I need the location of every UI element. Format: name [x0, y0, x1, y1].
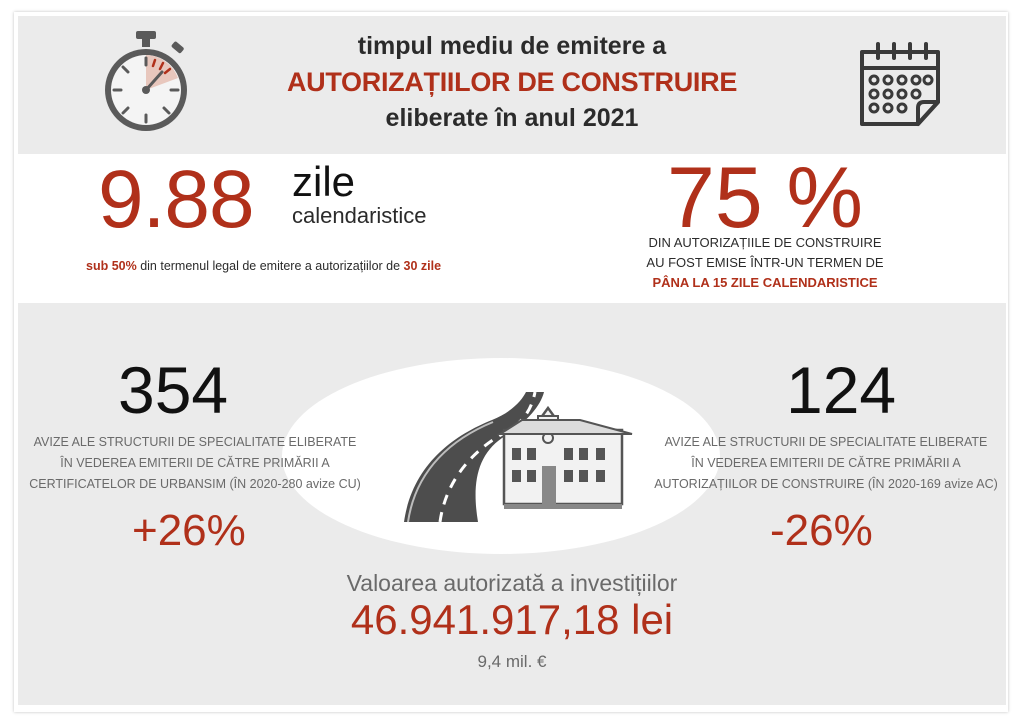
- share-15-days-line-1: DIN AUTORIZAȚIILE DE CONSTRUIRE: [648, 235, 882, 250]
- center-ellipse: [282, 358, 720, 554]
- avize-ac-line-2: ÎN VEDEREA EMITERII DE CĂTRE PRIMĂRII A: [691, 456, 961, 470]
- header-line-1: timpul mediu de emitere a: [357, 32, 667, 60]
- avize-cu-line-1: AVIZE ALE STRUCTURII DE SPECIALITATE ELI…: [33, 435, 357, 449]
- avize-ac-change: -26%: [770, 506, 873, 555]
- average-days-value: 9.88: [98, 154, 255, 245]
- avize-cu-change: +26%: [132, 506, 246, 555]
- note-text: din termenul legal de emitere a autoriza…: [136, 259, 404, 273]
- share-15-days-line-2: AU FOST EMISE ÎNTR-UN TERMEN DE: [646, 255, 884, 270]
- header-line-3: eliberate în anul 2021: [385, 104, 639, 132]
- investment-value: 46.941.917,18 lei: [350, 596, 674, 643]
- share-15-days-value: 75 %: [666, 150, 864, 246]
- road-building-icon: [404, 391, 633, 523]
- investment-euro: 9,4 mil. €: [477, 652, 547, 671]
- avize-cu-line-3: CERTIFICATELOR DE URBANSIM (ÎN 2020-280 …: [29, 477, 361, 491]
- calendar-icon: [860, 42, 940, 126]
- investment-label: Valoarea autorizată a investițiilor: [346, 570, 678, 596]
- avize-ac-line-3: AUTORIZAȚIILOR DE CONSTRUIRE (ÎN 2020-16…: [654, 477, 998, 491]
- average-days-unit-sub: calendaristice: [292, 203, 427, 228]
- stopwatch-icon: [105, 31, 187, 131]
- avize-cu-line-2: ÎN VEDEREA EMITERII DE CĂTRE PRIMĂRII A: [60, 456, 330, 470]
- share-15-days-line-3: PÂNA LA 15 ZILE CALENDARISTICE: [652, 275, 878, 290]
- note-highlight-days: 30 zile: [403, 259, 442, 273]
- avize-ac-value: 124: [786, 353, 897, 427]
- average-days-unit: zile: [292, 158, 356, 205]
- note-highlight-percent: sub 50%: [86, 259, 137, 273]
- avize-ac-line-1: AVIZE ALE STRUCTURII DE SPECIALITATE ELI…: [664, 435, 988, 449]
- average-days-note: sub 50% din termenul legal de emitere a …: [86, 259, 441, 273]
- avize-cu-value: 354: [118, 353, 229, 427]
- header-line-2: AUTORIZAȚIILOR DE CONSTRUIRE: [286, 67, 738, 97]
